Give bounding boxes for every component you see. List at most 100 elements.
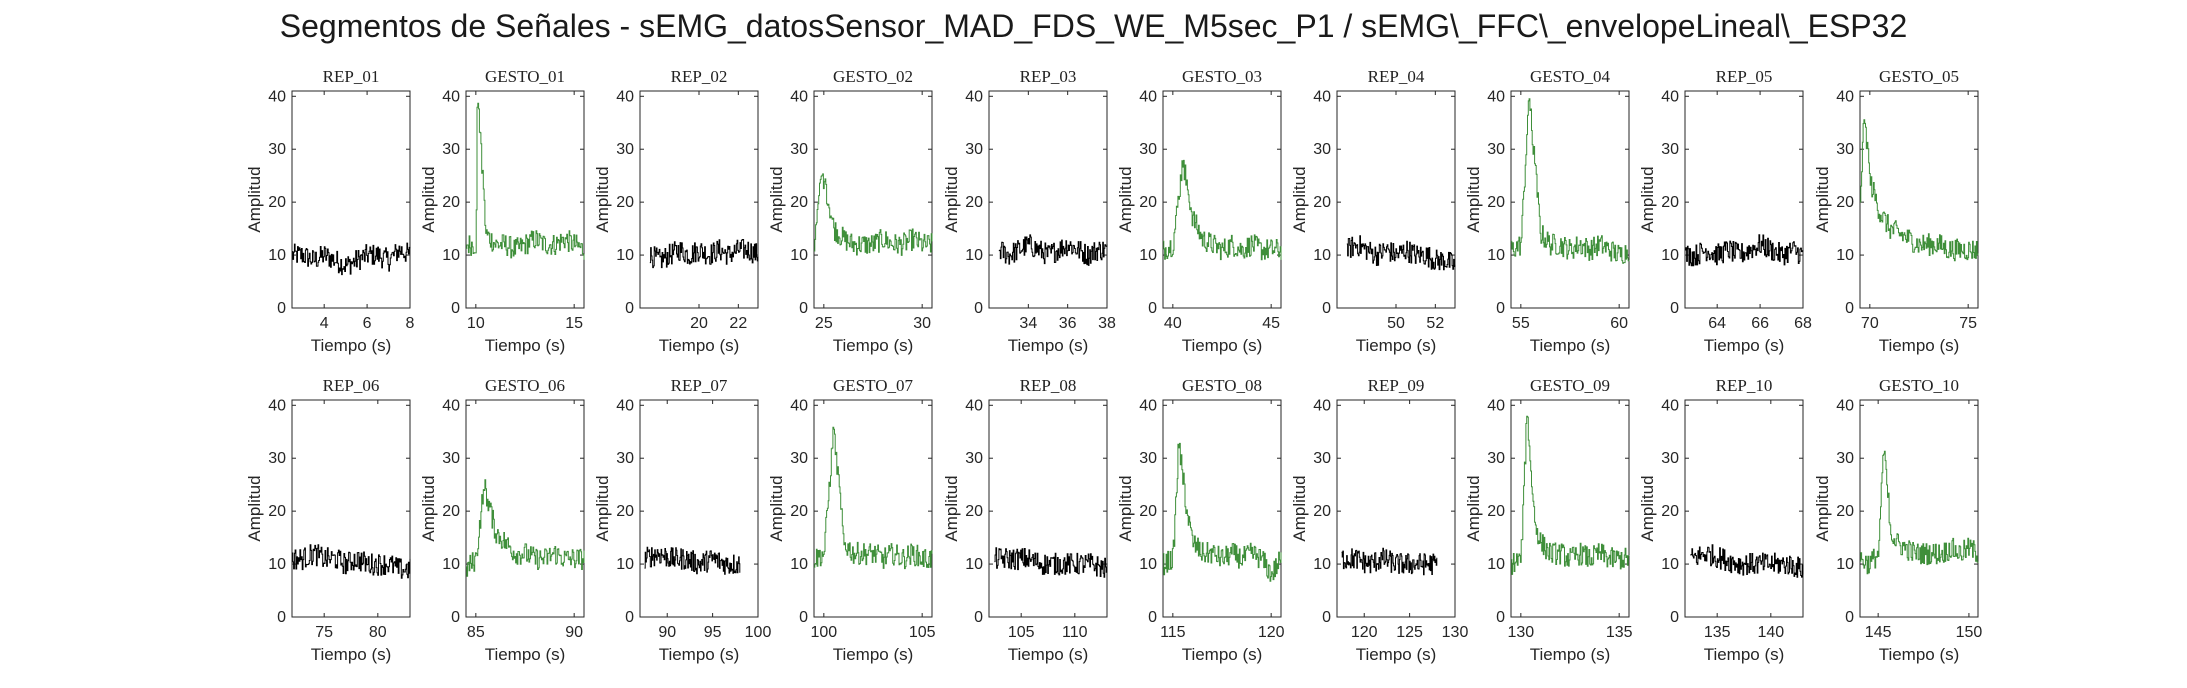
signal-line-19 [1860,450,1979,575]
y-tick-label: 10 [1836,556,1854,573]
x-axis-label: Tiempo (s) [659,645,740,664]
x-axis-label: Tiempo (s) [311,645,392,664]
y-tick-label: 10 [1313,556,1331,573]
subplot-title: REP_06 [323,376,380,395]
y-tick-label: 10 [1139,556,1157,573]
axes-box [1684,90,1804,309]
y-tick-label: 20 [616,503,634,520]
x-tick-label: 4 [320,315,329,332]
x-axis-label: Tiempo (s) [1530,336,1611,355]
x-axis-label: Tiempo (s) [833,645,914,664]
signal-line-08 [1685,234,1804,267]
y-tick-label: 10 [1836,247,1854,264]
y-tick-label: 0 [625,300,634,317]
x-tick-label: 22 [729,315,747,332]
y-axis-label: Amplitud [942,166,961,232]
y-tick-label: 30 [1313,450,1331,467]
y-tick-label: 40 [442,397,460,414]
x-tick-label: 50 [1387,315,1405,332]
y-axis-label: Amplitud [1116,475,1135,541]
x-tick-label: 38 [1098,315,1116,332]
x-tick-label: 100 [745,624,772,641]
x-axis-label: Tiempo (s) [1879,336,1960,355]
subplot-title: REP_04 [1368,67,1425,86]
subplot-title: GESTO_06 [485,376,565,395]
y-tick-label: 40 [1836,88,1854,105]
y-tick-label: 10 [268,556,286,573]
subplot-rep-03: REP_03 0 10 20 30 40 34 36 38 Tiempo (s) Amplitud [942,67,1116,355]
y-tick-label: 10 [1487,247,1505,264]
x-tick-label: 95 [704,624,722,641]
axes-box [813,399,933,618]
y-tick-label: 40 [1313,88,1331,105]
y-axis-label: Amplitud [245,475,264,541]
y-tick-label: 30 [442,141,460,158]
x-tick-label: 130 [1442,624,1469,641]
y-tick-label: 20 [442,503,460,520]
subplot-title: GESTO_09 [1530,376,1610,395]
y-tick-label: 30 [616,450,634,467]
y-tick-label: 0 [1845,609,1854,626]
subplot-title: REP_05 [1716,67,1773,86]
y-tick-label: 10 [442,556,460,573]
y-tick-label: 0 [974,609,983,626]
y-tick-label: 20 [442,194,460,211]
signal-line-09 [1860,119,1979,262]
y-tick-label: 10 [790,247,808,264]
y-tick-label: 40 [616,88,634,105]
subplot-gesto-05: GESTO_05 0 10 20 30 40 70 75 Tiempo (s) Amplitud [1813,67,1979,355]
signal-line-10 [292,544,411,579]
x-tick-label: 135 [1606,624,1633,641]
y-axis-label: Amplitud [419,166,438,232]
y-tick-label: 0 [625,609,634,626]
y-tick-label: 20 [268,194,286,211]
y-tick-label: 30 [442,450,460,467]
x-axis-label: Tiempo (s) [1008,336,1089,355]
signal-line-05 [1163,159,1282,261]
subplot-gesto-01: GESTO_01 0 10 20 30 40 10 15 Tiempo (s) Amplitud [419,67,585,355]
axes-box [1510,399,1630,618]
subplot-title: GESTO_02 [833,67,913,86]
subplot-gesto-04: GESTO_04 0 10 20 30 40 55 60 Tiempo (s) Amplitud [1464,67,1630,355]
y-tick-label: 0 [1670,300,1679,317]
y-tick-label: 0 [451,300,460,317]
signal-line-15 [1163,442,1282,582]
x-axis-label: Tiempo (s) [1704,336,1785,355]
y-tick-label: 30 [1487,141,1505,158]
y-tick-label: 0 [1148,300,1157,317]
y-tick-label: 0 [974,300,983,317]
axes-box [988,90,1108,309]
y-tick-label: 20 [616,194,634,211]
y-tick-label: 30 [268,450,286,467]
x-axis-label: Tiempo (s) [1356,645,1437,664]
y-tick-label: 40 [1661,397,1679,414]
y-tick-label: 10 [1661,556,1679,573]
x-tick-label: 130 [1507,624,1534,641]
y-tick-label: 40 [1487,397,1505,414]
subplot-title: REP_09 [1368,376,1425,395]
subplot-title: REP_02 [671,67,728,86]
y-tick-label: 40 [965,397,983,414]
subplot-rep-10: REP_10 0 10 20 30 40 135 140 Tiempo (s) Amplitud [1638,376,1804,664]
axes-box [291,399,411,618]
x-tick-label: 15 [565,315,583,332]
y-tick-label: 10 [790,556,808,573]
subplot-title: REP_07 [671,376,728,395]
x-tick-label: 8 [406,315,415,332]
y-tick-label: 30 [1661,141,1679,158]
subplot-title: REP_01 [323,67,380,86]
y-tick-label: 30 [1139,450,1157,467]
x-tick-label: 64 [1708,315,1726,332]
y-tick-label: 20 [1487,194,1505,211]
y-tick-label: 30 [790,450,808,467]
y-tick-label: 10 [965,247,983,264]
y-tick-label: 40 [1836,397,1854,414]
x-tick-label: 110 [1062,624,1088,641]
signal-line-07 [1511,98,1630,264]
y-tick-label: 20 [268,503,286,520]
y-tick-label: 40 [1487,88,1505,105]
x-tick-label: 150 [1956,624,1983,641]
y-tick-label: 0 [1322,609,1331,626]
y-tick-label: 20 [1313,503,1331,520]
